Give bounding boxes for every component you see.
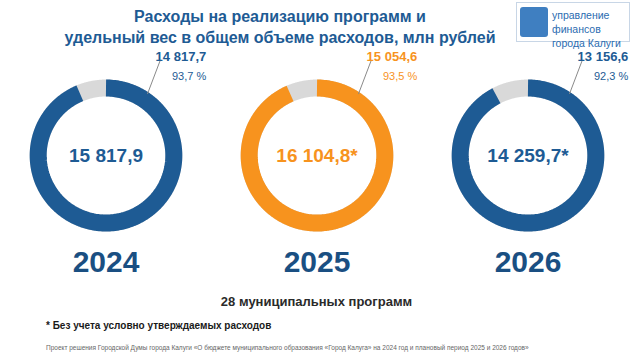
svg-text:15 817,9: 15 817,9: [69, 145, 143, 166]
html-text:Проект решения Городской Думы: Проект решения Городской Думы города Кал…: [46, 344, 529, 351]
html-text:* Без учета условно утверждаем: * Без учета условно утверждаемых расходо…: [46, 320, 272, 331]
svg-text:14 817,7: 14 817,7: [156, 49, 207, 64]
svg-text:2026: 2026: [495, 245, 562, 278]
html-text:28 муниципальных программ: 28 муниципальных программ: [220, 294, 413, 309]
svg-text:13 156,6: 13 156,6: [578, 49, 629, 64]
svg-text:2024: 2024: [73, 245, 140, 278]
html-text:Расходы на реализацию программ: Расходы на реализацию программ и удельны…: [64, 8, 496, 46]
svg-text:93,7 %: 93,7 %: [172, 70, 206, 82]
svg-text:16 104,8*: 16 104,8*: [276, 145, 358, 166]
svg-text:92,3 %: 92,3 %: [594, 70, 628, 82]
svg-text:15 054,6: 15 054,6: [367, 49, 418, 64]
svg-text:93,5 %: 93,5 %: [383, 70, 417, 82]
html-text:управление финансов города Кал: управление финансов города Калуги: [552, 9, 621, 49]
svg-text:14 259,7*: 14 259,7*: [487, 145, 569, 166]
svg-text:2025: 2025: [284, 245, 351, 278]
